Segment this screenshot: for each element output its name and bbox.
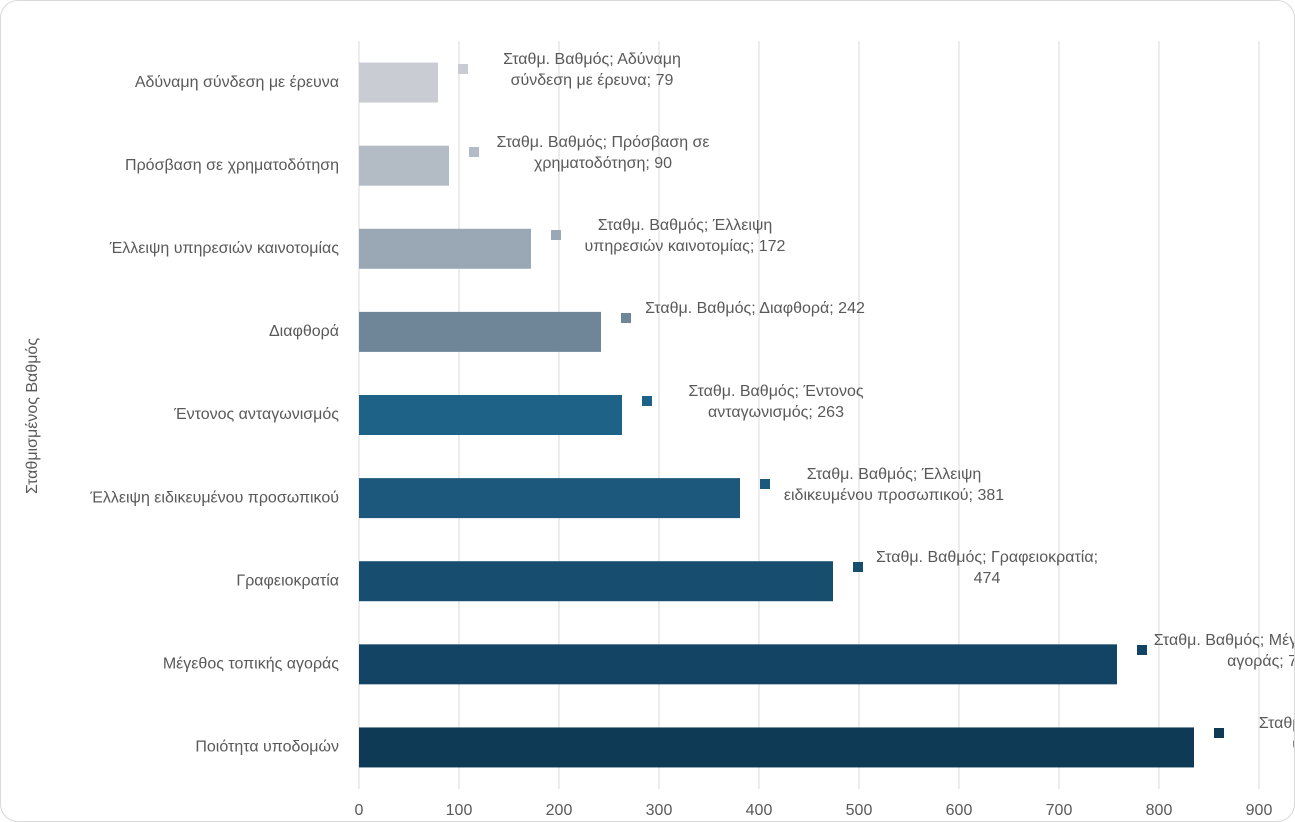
x-tick-label: 800 [1146, 802, 1173, 819]
y-tick-label: Γραφειοκρατία [236, 572, 339, 589]
data-label: Σταθμ. Βαθμός; Έλλειψη ειδικευμένου προσ… [783, 466, 1005, 505]
bar [359, 561, 833, 602]
data-label: Σταθμ. Βαθμός; Αδύναμη σύνδεση με έρευνα… [503, 50, 681, 89]
label-key [642, 396, 652, 406]
data-label: Σταθμ. Βαθμός; Μέγεθος τοπικής αγοράς; 7… [1153, 632, 1295, 671]
y-tick-label: Αδύναμη σύνδεση με έρευνα [135, 74, 339, 91]
y-tick-label: Διαφθορά [269, 323, 339, 340]
data-label: Σταθμ. Βαθμός; Έλλειψη υπηρεσιών καινοτο… [584, 216, 786, 255]
x-tick-label: 400 [746, 802, 773, 819]
label-key [551, 229, 561, 240]
y-tick-label: Ποιότητα υποδομών [195, 739, 339, 756]
bar [359, 727, 1194, 768]
label-key [760, 479, 770, 490]
data-label: Σταθμ. Βαθμός; Διαφθορά; 242 [645, 299, 865, 317]
x-tick-label: 500 [846, 802, 873, 819]
x-tick-label: 200 [546, 802, 573, 819]
y-tick-label: Έντονος ανταγωνισμός [173, 406, 339, 423]
label-key [1137, 645, 1147, 656]
bar [359, 395, 622, 435]
label-key [469, 146, 479, 157]
x-tick-label: 600 [946, 802, 973, 819]
x-tick-label: 0 [355, 802, 364, 819]
y-tick-label: Μέγεθος τοπικής αγοράς [163, 656, 339, 673]
data-label: Σταθμ. Βαθμός; Πρόσβαση σε χρηματοδότηση… [496, 133, 710, 172]
label-key [1214, 728, 1224, 739]
bar [359, 62, 438, 103]
data-label: Σταθμ. Βαθμός; Ποιότητα υποδομών; 835 [1258, 715, 1294, 753]
data-label: Σταθμ. Βαθμός; Γραφειοκρατία; 474 [875, 549, 1099, 588]
x-tick-label: 900 [1246, 802, 1273, 819]
label-key [853, 562, 863, 573]
label-key [458, 63, 468, 74]
bar [359, 228, 531, 269]
data-label: Σταθμ. Βαθμός; Έντονος ανταγωνισμός; 263 [688, 383, 864, 421]
x-tick-label: 100 [446, 802, 473, 819]
x-tick-label: 300 [646, 802, 673, 819]
y-tick-label: Πρόσβαση σε χρηματοδότηση [125, 157, 339, 174]
x-tick-label: 700 [1046, 802, 1073, 819]
bar [359, 478, 740, 519]
bar [359, 311, 601, 352]
y-axis-label: Σταθμισμένος Βαθμός [24, 338, 41, 494]
label-key [621, 312, 631, 323]
y-tick-label: Έλλειψη ειδικευμένου προσωπικού [89, 489, 339, 506]
y-tick-label: Έλλειψη υπηρεσιών καινοτομίας [109, 240, 340, 257]
bar [359, 145, 449, 186]
bar [359, 644, 1117, 685]
